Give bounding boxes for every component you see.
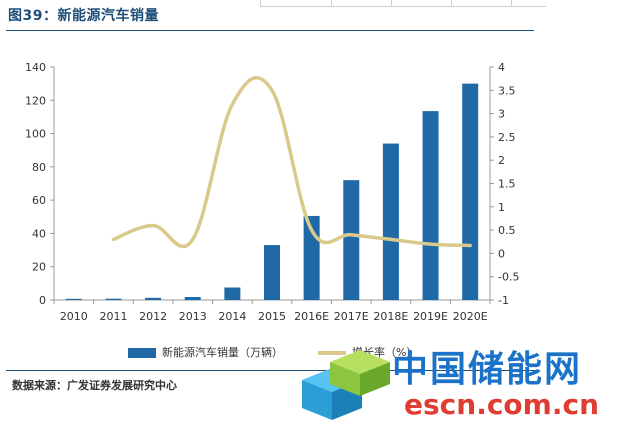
title-divider <box>6 30 534 31</box>
bar-sales <box>105 298 122 300</box>
legend-swatch-bar <box>128 348 156 358</box>
y-right-tick-label: 3.5 <box>498 84 516 97</box>
bar-sales <box>382 143 399 300</box>
y-right-tick-label: 0.5 <box>498 224 516 237</box>
legend-swatch-line <box>318 351 346 355</box>
bar-sales <box>65 298 82 300</box>
bar-sales <box>422 111 439 300</box>
watermark-brand-url: escn.com.cn <box>404 388 600 421</box>
labels-group: 0 20 40 60 80 100 120 140 -1 -0.5 0 0.5 1 1.5 2 2.5 3 3.5… <box>25 61 519 323</box>
y-right-tick-label: 2.5 <box>498 131 516 144</box>
x-tick-label: 2011 <box>99 310 127 323</box>
y-left-tick-label: 60 <box>32 194 46 207</box>
x-tick-label: 2014 <box>218 310 246 323</box>
bar-sales <box>145 297 162 300</box>
figure-source: 数据来源：广发证券发展研究中心 <box>12 379 177 392</box>
figure-title: 图39：新能源汽车销量 <box>8 8 159 24</box>
x-tick-label: 2017E <box>334 310 369 323</box>
y-right-tick-label: -1 <box>498 294 509 307</box>
legend-item-sales: 新能源汽车销量（万辆） <box>128 344 283 360</box>
x-tick-label: 2010 <box>60 310 88 323</box>
escn-watermark: 中国储能网 escn.com.cn <box>292 340 641 425</box>
watermark-brand-cn: 中国储能网 <box>392 348 583 390</box>
x-tick-label: 2019E <box>413 310 448 323</box>
y-right-tick-label: 0 <box>498 247 505 260</box>
line-group <box>111 76 472 249</box>
y-right-tick-label: 2 <box>498 154 505 167</box>
bar-sales <box>184 297 201 300</box>
y-right-tick-label: -0.5 <box>498 271 519 284</box>
legend-label-sales: 新能源汽车销量（万辆） <box>162 346 283 359</box>
bar-sales <box>224 287 241 300</box>
y-left-tick-label: 20 <box>32 261 46 274</box>
bar-sales <box>343 180 360 300</box>
y-left-tick-label: 140 <box>25 61 46 74</box>
x-tick-label: 2013 <box>179 310 207 323</box>
x-tick-label: 2015 <box>258 310 286 323</box>
source-divider <box>6 370 540 371</box>
y-right-tick-label: 1 <box>498 201 505 214</box>
x-tick-label: 2012 <box>139 310 167 323</box>
x-tick-label: 2018E <box>373 310 408 323</box>
y-right-tick-label: 4 <box>498 61 505 74</box>
y-right-tick-label: 1.5 <box>498 178 516 191</box>
line-growth-rate <box>111 76 472 249</box>
y-left-tick-label: 80 <box>32 161 46 174</box>
y-left-tick-label: 40 <box>32 227 46 240</box>
y-left-tick-label: 100 <box>25 128 46 141</box>
x-tick-label: 2016E <box>294 310 329 323</box>
y-right-tick-label: 3 <box>498 108 505 121</box>
bar-sales <box>462 83 479 301</box>
x-tick-label: 2020E <box>453 310 488 323</box>
escn-logo-icon <box>302 350 390 420</box>
y-left-tick-label: 120 <box>25 94 46 107</box>
top-table-fragment <box>260 0 546 7</box>
y-left-tick-label: 0 <box>39 294 46 307</box>
bars-group <box>65 83 479 301</box>
bar-sales <box>264 245 280 300</box>
